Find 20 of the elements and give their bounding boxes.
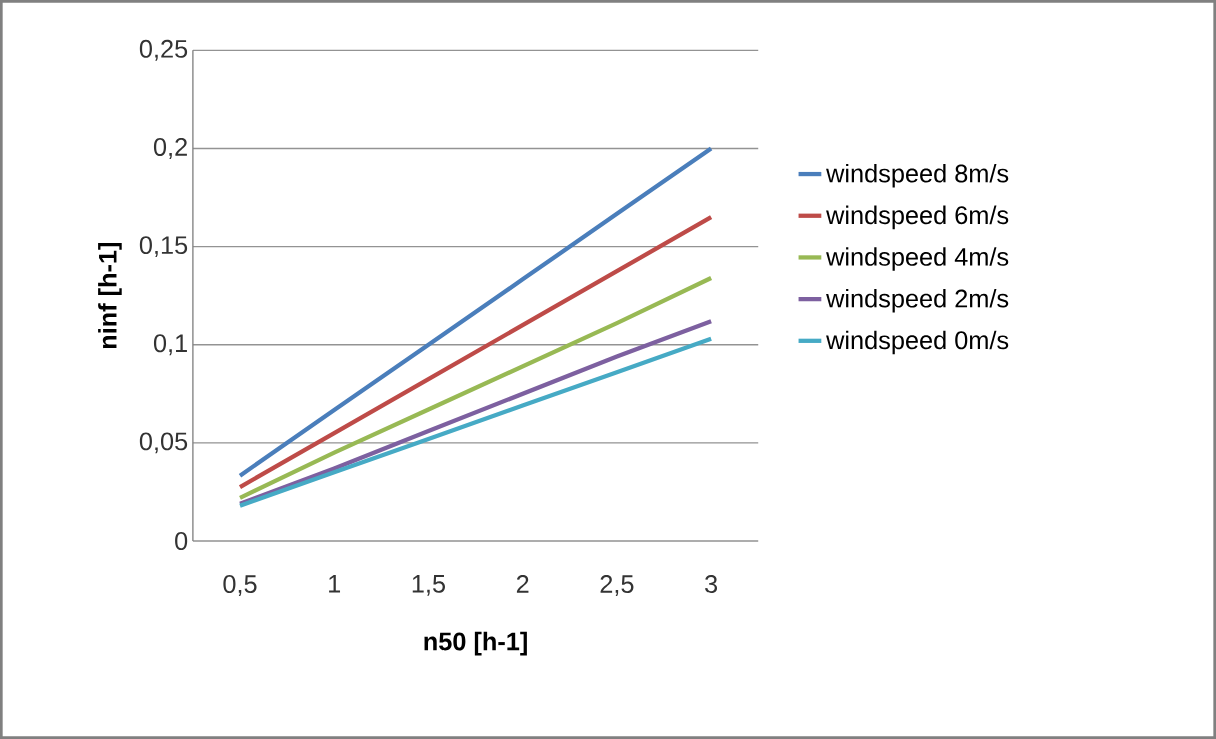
legend-label: windspeed 0m/s	[826, 330, 1009, 355]
x-tick-label: 2	[516, 575, 529, 593]
y-tick-label: 0,1	[153, 334, 187, 356]
y-tick-label: 0	[175, 532, 188, 550]
line-series	[237, 146, 714, 478]
x-tick-label: 0,5	[223, 575, 257, 596]
legend-label: windspeed 2m/s	[826, 288, 1009, 313]
y-axis-title: ninf [h-1]	[98, 242, 122, 349]
y-tick-label: 0,2	[153, 138, 187, 159]
y-tick-label: 0,15	[139, 236, 188, 258]
x-tick-label: 1	[329, 575, 341, 593]
x-tick-label: 1,5	[412, 575, 445, 596]
legend-label: windspeed 6m/s	[826, 205, 1009, 230]
legend-label: windspeed 4m/s	[826, 247, 1009, 271]
y-tick-label: 0,05	[139, 432, 188, 454]
x-tick-label: 3	[705, 575, 718, 593]
legend-label: windspeed 8m/s	[826, 163, 1009, 188]
x-tick-label: 2,5	[600, 575, 634, 596]
x-axis-title: n50 [h-1]	[424, 631, 527, 656]
y-tick-label: 0,25	[139, 39, 188, 61]
